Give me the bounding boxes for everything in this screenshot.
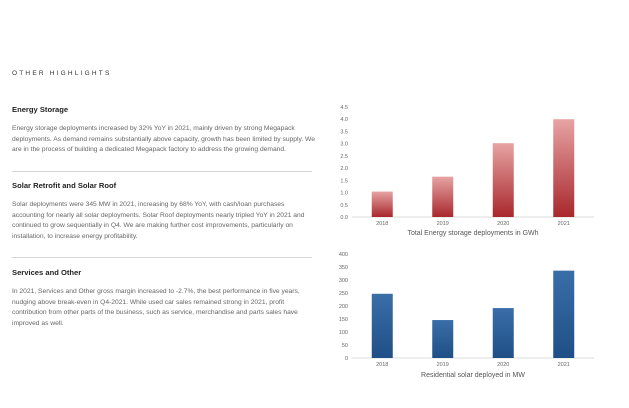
bar-2020 — [492, 308, 514, 358]
x-tick-label: 2019 — [437, 362, 449, 368]
y-tick-label: 4.0 — [340, 117, 348, 123]
y-tick-label: 1.5 — [340, 178, 348, 184]
section-divider — [12, 171, 312, 172]
page-heading: OTHER HIGHLIGHTS — [12, 70, 112, 77]
y-tick-label: 200 — [339, 304, 348, 310]
y-tick-label: 3.5 — [340, 129, 348, 135]
x-tick-label: 2021 — [558, 221, 570, 227]
solar-body: Solar deployments were 345 MW in 2021, i… — [12, 201, 305, 240]
y-tick-label: 0 — [345, 356, 348, 362]
y-tick-label: 150 — [339, 317, 348, 323]
bar-2018 — [371, 293, 393, 358]
x-tick-label: 2020 — [497, 362, 509, 368]
y-tick-label: 0.5 — [340, 203, 348, 209]
y-tick-label: 2.5 — [340, 154, 348, 160]
chart-title: Total Energy storage deployments in GWh — [407, 230, 538, 237]
y-tick-label: 3.0 — [340, 142, 348, 148]
bar-2019 — [432, 320, 454, 358]
x-tick-label: 2021 — [558, 362, 570, 368]
y-tick-label: 250 — [339, 291, 348, 297]
services-body: In 2021, Services and Other gross margin… — [12, 288, 300, 327]
energy-storage-chart: 0.0 0.5 1.0 1.5 2.0 2.5 3.0 3.5 4.0 4.5 2018 2019 20… — [340, 105, 594, 237]
chart-title: Residential solar deployed in MW — [421, 372, 525, 379]
services-title: Services and Other — [12, 268, 82, 277]
y-tick-label: 2.0 — [340, 166, 348, 172]
bar-2021 — [553, 270, 575, 358]
y-tick-label: 350 — [339, 265, 348, 271]
x-tick-label: 2018 — [376, 221, 388, 227]
residential-solar-chart: 0 50 100 150 200 250 300 350 400 2018 2019 2020 2021… — [339, 252, 594, 379]
energy-storage-body: Energy storage deployments increased by … — [12, 125, 315, 153]
x-tick-label: 2019 — [437, 221, 449, 227]
y-tick-label: 50 — [342, 343, 348, 349]
bar-2020 — [492, 143, 514, 217]
solar-title: Solar Retrofit and Solar Roof — [12, 181, 117, 190]
y-tick-label: 100 — [339, 330, 348, 336]
y-tick-label: 400 — [339, 252, 348, 258]
y-tick-label: 0.0 — [340, 215, 348, 221]
y-tick-label: 4.5 — [340, 105, 348, 111]
bar-2018 — [371, 191, 393, 217]
x-tick-label: 2018 — [376, 362, 388, 368]
bar-2019 — [432, 176, 454, 217]
y-tick-label: 300 — [339, 278, 348, 284]
section-divider — [12, 257, 312, 258]
x-tick-label: 2020 — [497, 221, 509, 227]
energy-storage-title: Energy Storage — [12, 105, 69, 114]
y-tick-label: 1.0 — [340, 191, 348, 197]
bar-2021 — [553, 119, 575, 217]
